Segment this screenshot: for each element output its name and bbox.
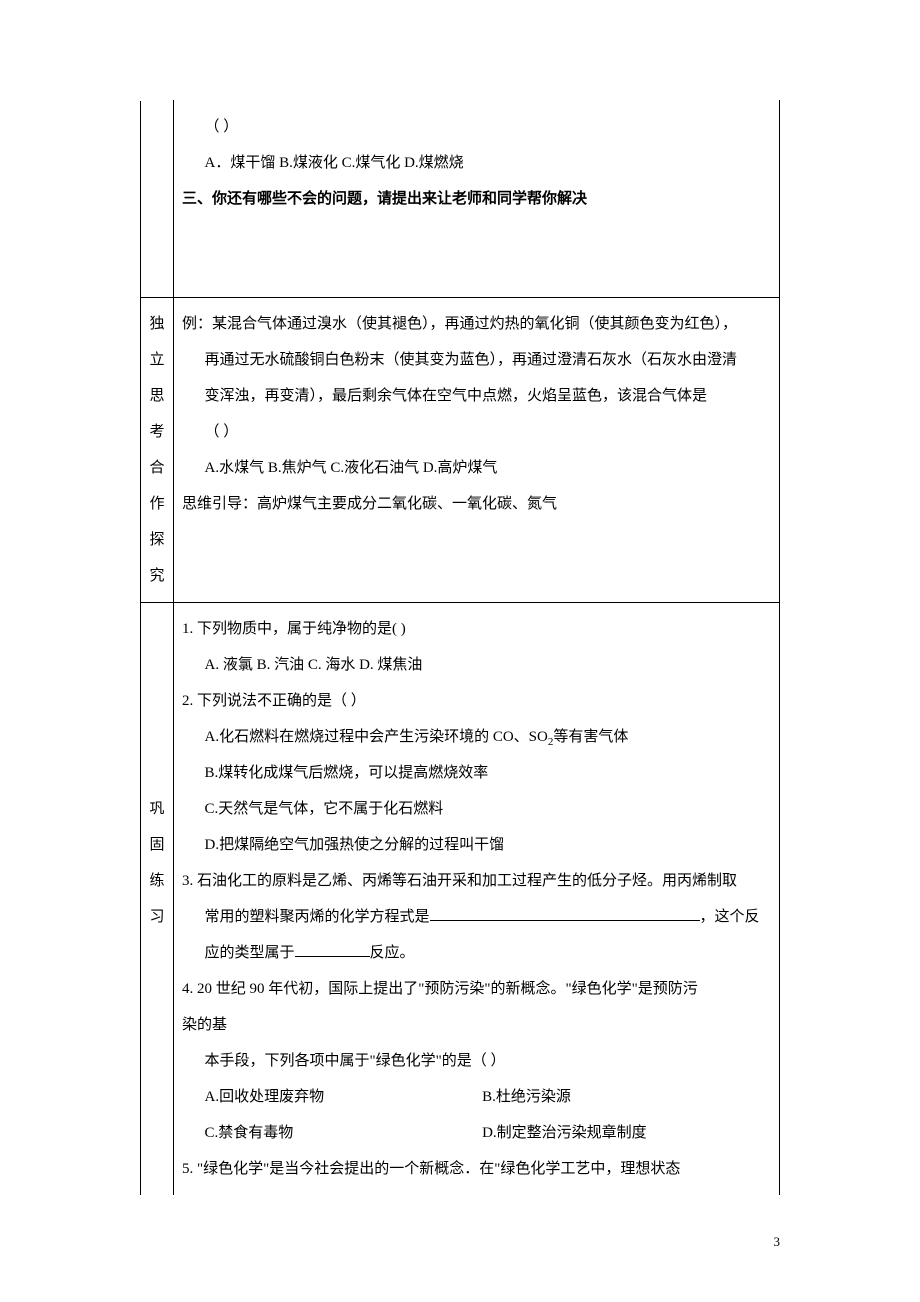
q2a-pre: A.化石燃料在燃烧过程中会产生污染环境的 CO、SO bbox=[205, 729, 548, 745]
side-char: 思 bbox=[143, 378, 171, 414]
fill-blank-long[interactable] bbox=[430, 920, 700, 921]
q3-l2: 常用的塑料聚丙烯的化学方程式是 ，这个反 bbox=[182, 899, 771, 935]
example-l2: 再通过无水硫酸铜白色粉末（使其变为蓝色），再通过澄清石灰水（石灰水由澄清 bbox=[182, 342, 771, 378]
side-char: 考 bbox=[143, 414, 171, 450]
q4-l3: 本手段，下列各项中属于"绿色化学"的是（ ） bbox=[182, 1043, 771, 1079]
main-cell-2: 例：某混合气体通过溴水（使其褪色），再通过灼热的氧化铜（使其颜色变为红色）， 再… bbox=[174, 298, 780, 603]
row-3: 巩 固 练 习 1. 下列物质中，属于纯净物的是( ) A. 液氯 B. 汽油 … bbox=[141, 603, 780, 1196]
section3-title: 三、你还有哪些不会的问题，请提出来让老师和同学帮你解决 bbox=[182, 181, 771, 217]
page-container: （ ） A．煤干馏 B.煤液化 C.煤气化 D.煤燃烧 三、你还有哪些不会的问题… bbox=[0, 0, 920, 1298]
side-char: 巩 bbox=[143, 791, 171, 827]
q1-options: A. 液氯 B. 汽油 C. 海水 D. 煤焦油 bbox=[182, 647, 771, 683]
side-char: 练 bbox=[143, 863, 171, 899]
q-options-coal: A．煤干馏 B.煤液化 C.煤气化 D.煤燃烧 bbox=[182, 145, 771, 181]
q3-l3b: 反应。 bbox=[370, 945, 415, 961]
side-cell-3: 巩 固 练 习 bbox=[141, 603, 174, 1196]
q4c: C.禁食有毒物 bbox=[205, 1115, 483, 1151]
example-l5: A.水煤气 B.焦炉气 C.液化石油气 D.高炉煤气 bbox=[182, 450, 771, 486]
q1: 1. 下列物质中，属于纯净物的是( ) bbox=[182, 611, 771, 647]
example-l4: （ ） bbox=[182, 414, 771, 450]
row-1: （ ） A．煤干馏 B.煤液化 C.煤气化 D.煤燃烧 三、你还有哪些不会的问题… bbox=[141, 101, 780, 298]
side-char: 作 bbox=[143, 486, 171, 522]
row-2: 独 立 思 考 合 作 探 究 例：某混合气体通过溴水（使其褪色），再通过灼热的… bbox=[141, 298, 780, 603]
q3-l2a: 常用的塑料聚丙烯的化学方程式是 bbox=[205, 909, 430, 925]
q4-cd: C.禁食有毒物D.制定整治污染规章制度 bbox=[182, 1115, 771, 1151]
q3-l3: 应的类型属于 反应。 bbox=[182, 935, 771, 971]
q4-l2: 染的基 bbox=[182, 1007, 771, 1043]
example-l6: 思维引导：高炉煤气主要成分二氧化碳、一氧化碳、氮气 bbox=[182, 486, 771, 522]
side-cell-2: 独 立 思 考 合 作 探 究 bbox=[141, 298, 174, 603]
side-char: 固 bbox=[143, 827, 171, 863]
q2a-post: 等有害气体 bbox=[553, 729, 628, 745]
q3-l1: 3. 石油化工的原料是乙烯、丙烯等石油开采和加工过程产生的低分子烃。用丙烯制取 bbox=[182, 863, 771, 899]
blank-space bbox=[182, 217, 771, 253]
side-char: 合 bbox=[143, 450, 171, 486]
page-number: 3 bbox=[140, 1196, 780, 1257]
side-pad bbox=[143, 611, 171, 791]
main-table: （ ） A．煤干馏 B.煤液化 C.煤气化 D.煤燃烧 三、你还有哪些不会的问题… bbox=[140, 100, 780, 1196]
q4-ab: A.回收处理废弃物B.杜绝污染源 bbox=[182, 1079, 771, 1115]
main-cell-1: （ ） A．煤干馏 B.煤液化 C.煤气化 D.煤燃烧 三、你还有哪些不会的问题… bbox=[174, 101, 780, 298]
main-cell-3: 1. 下列物质中，属于纯净物的是( ) A. 液氯 B. 汽油 C. 海水 D.… bbox=[174, 603, 780, 1196]
q2a: A.化石燃料在燃烧过程中会产生污染环境的 CO、SO2等有害气体 bbox=[182, 719, 771, 755]
side-char: 探 bbox=[143, 522, 171, 558]
q4b: B.杜绝污染源 bbox=[482, 1089, 571, 1105]
q-paren: （ ） bbox=[182, 109, 771, 145]
side-char: 究 bbox=[143, 558, 171, 594]
side-char: 立 bbox=[143, 342, 171, 378]
side-char: 独 bbox=[143, 306, 171, 342]
pad bbox=[182, 522, 771, 538]
side-char: 习 bbox=[143, 899, 171, 935]
q2c: C.天然气是气体，它不属于化石燃料 bbox=[182, 791, 771, 827]
q2b: B.煤转化成煤气后燃烧，可以提高燃烧效率 bbox=[182, 755, 771, 791]
side-cell-1 bbox=[141, 101, 174, 298]
q4-l1: 4. 20 世纪 90 年代初，国际上提出了"预防污染"的新概念。"绿色化学"是… bbox=[182, 971, 771, 1007]
example-l3: 变浑浊，再变清），最后剩余气体在空气中点燃，火焰呈蓝色，该混合气体是 bbox=[182, 378, 771, 414]
q3-l3a: 应的类型属于 bbox=[205, 945, 295, 961]
example-l1: 例：某混合气体通过溴水（使其褪色），再通过灼热的氧化铜（使其颜色变为红色）， bbox=[182, 306, 771, 342]
q2: 2. 下列说法不正确的是（ ） bbox=[182, 683, 771, 719]
q4a: A.回收处理废弃物 bbox=[205, 1079, 483, 1115]
fill-blank-short[interactable] bbox=[295, 956, 370, 957]
q3-l2b: ，这个反 bbox=[700, 909, 760, 925]
blank-space-2 bbox=[182, 253, 771, 289]
q4d: D.制定整治污染规章制度 bbox=[482, 1125, 647, 1141]
q5: 5. "绿色化学"是当今社会提出的一个新概念．在"绿色化学工艺中，理想状态 bbox=[182, 1151, 771, 1187]
q2d: D.把煤隔绝空气加强热使之分解的过程叫干馏 bbox=[182, 827, 771, 863]
